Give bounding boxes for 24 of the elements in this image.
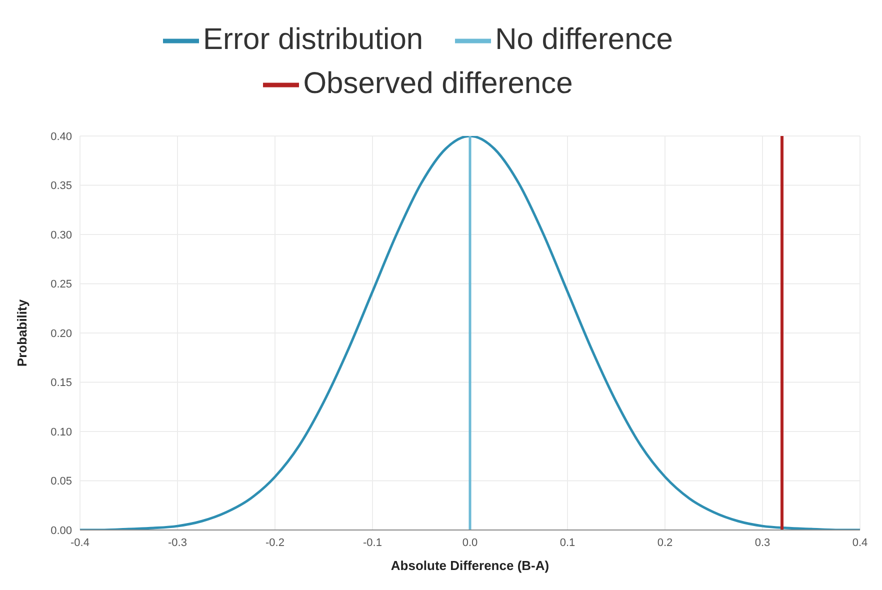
y-tick-label: 0.15 — [50, 377, 72, 390]
x-tick-label: 0.1 — [560, 536, 576, 549]
y-tick-label: 0.35 — [50, 180, 72, 192]
x-tick-label: -0.2 — [266, 536, 284, 549]
legend-label: Error distribution — [203, 23, 424, 56]
y-axis-title: Probability — [14, 298, 30, 367]
y-tick-label: 0.20 — [50, 328, 72, 340]
legend-label: Observed difference — [303, 67, 573, 100]
y-tick-label: 0.30 — [50, 229, 72, 242]
x-tick-label: 0.4 — [852, 536, 868, 549]
x-tick-label: -0.3 — [168, 536, 187, 549]
y-tick-label: 0.05 — [50, 476, 72, 488]
y-tick-label: 0.25 — [50, 278, 72, 291]
x-tick-label: 0.0 — [462, 536, 478, 549]
x-tick-label: 0.2 — [657, 536, 673, 549]
y-tick-label: 0.00 — [50, 524, 72, 537]
y-tick-label: 0.40 — [50, 130, 72, 143]
x-tick-label: 0.3 — [754, 536, 770, 549]
x-axis-title: Absolute Difference (B-A) — [390, 558, 550, 573]
legend-label: No difference — [495, 23, 673, 56]
y-tick-label: 0.10 — [50, 426, 72, 438]
x-tick-label: -0.4 — [70, 536, 90, 549]
x-tick-label: -0.1 — [363, 536, 382, 549]
line-series — [80, 136, 860, 530]
